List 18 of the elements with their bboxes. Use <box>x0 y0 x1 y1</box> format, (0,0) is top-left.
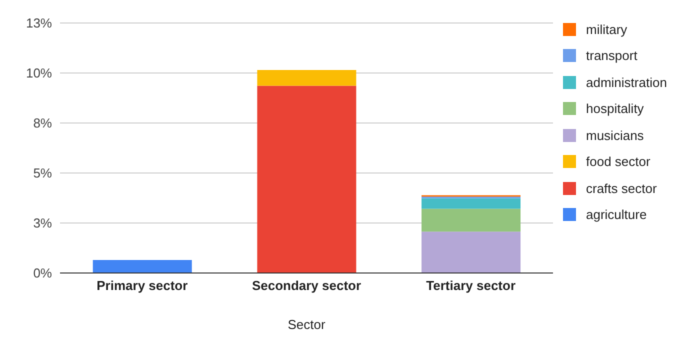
x-tick-label: Tertiary sector <box>426 278 516 294</box>
legend-label: agriculture <box>586 207 647 222</box>
y-tick-label: 0% <box>33 266 52 281</box>
legend-label: transport <box>586 48 638 64</box>
legend-label: military <box>586 22 628 37</box>
legend-label: food sector <box>586 154 650 170</box>
y-tick-label: 3% <box>33 216 52 231</box>
x-tick-label: Primary sector <box>96 278 188 294</box>
y-tick-label: 13% <box>26 16 52 31</box>
y-tick-label: 8% <box>33 116 52 131</box>
legend-label: musicians <box>586 128 644 143</box>
legend-label: crafts sector <box>586 180 657 196</box>
legend-label: hospitality <box>586 101 644 116</box>
y-tick-label: 10% <box>26 66 52 81</box>
x-axis-title: Sector <box>288 317 326 332</box>
x-tick-label: Secondary sector <box>252 278 362 294</box>
legend-label: administration <box>586 74 667 90</box>
y-tick-label: 5% <box>33 166 52 181</box>
